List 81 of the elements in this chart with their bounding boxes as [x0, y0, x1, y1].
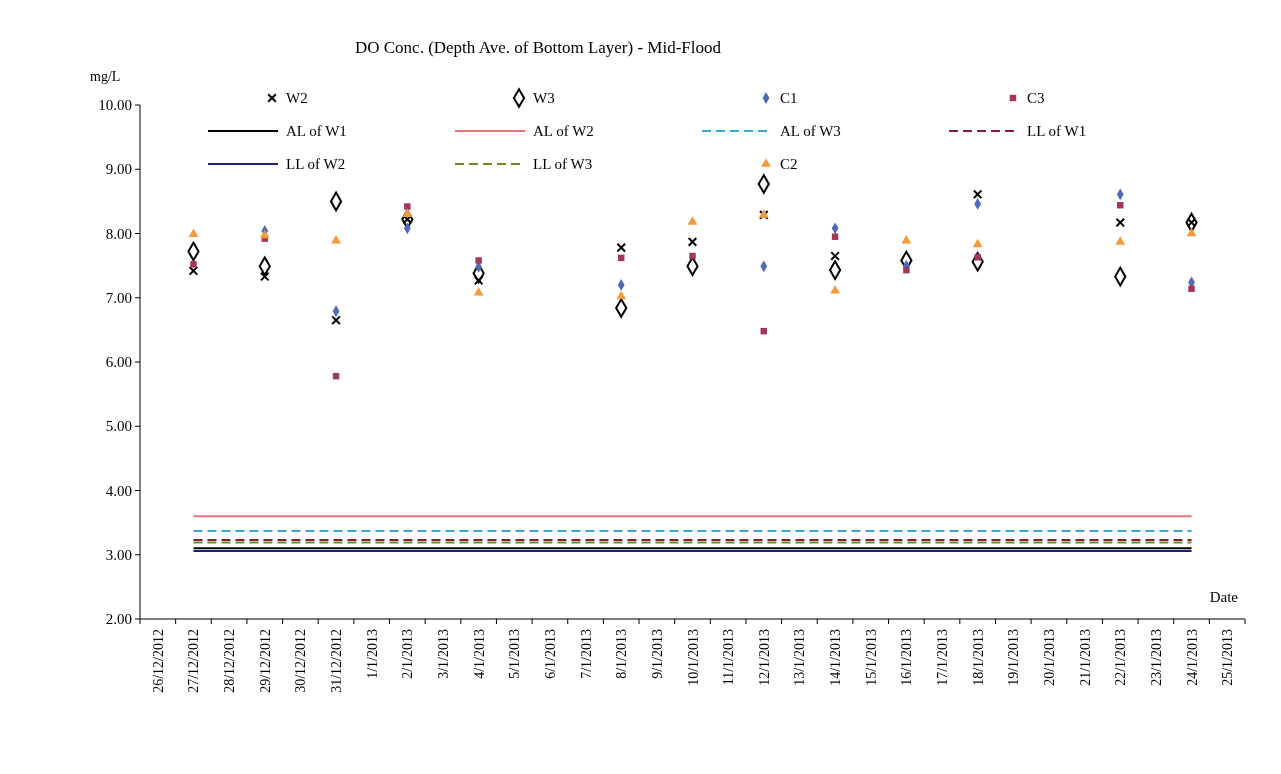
point [1115, 217, 1126, 228]
x-tick-label: 2/1/2013 [400, 629, 416, 679]
point [903, 266, 910, 274]
legend-label: AL of W1 [286, 123, 347, 139]
x-tick-label: 11/1/2013 [721, 629, 737, 686]
x-tick-label: 8/1/2013 [614, 629, 630, 679]
y-tick-label: 8.00 [105, 225, 132, 242]
point [831, 233, 839, 240]
x-tick-label: 3/1/2013 [435, 629, 451, 679]
point [404, 203, 411, 210]
point [687, 237, 698, 247]
x-tick-label: 30/12/2012 [293, 629, 309, 693]
legend-label: LL of W1 [1027, 123, 1087, 139]
point [1186, 227, 1197, 237]
point [259, 229, 270, 239]
point [974, 254, 981, 261]
x-tick-label: 9/1/2013 [649, 629, 665, 679]
x-tick-label: 19/1/2013 [1006, 629, 1022, 686]
point [188, 228, 199, 237]
x-tick-label: 28/12/2012 [222, 629, 238, 693]
legend-label: W2 [286, 90, 308, 106]
x-tick-label: 7/1/2013 [578, 629, 594, 679]
x-tick-label: 4/1/2013 [471, 629, 487, 679]
legend-label: C3 [1027, 90, 1045, 106]
point [1188, 285, 1195, 292]
point [616, 290, 627, 300]
x-tick-label: 22/1/2013 [1113, 629, 1129, 686]
x-tick-label: 27/12/2012 [186, 629, 202, 693]
point [828, 260, 842, 280]
point [830, 285, 840, 294]
point [259, 271, 270, 282]
point [687, 216, 698, 225]
y-tick-label: 4.00 [105, 482, 132, 499]
legend-label: W3 [533, 90, 555, 106]
legend-label: C2 [780, 156, 798, 172]
x-tick-label: 6/1/2013 [542, 629, 558, 679]
point [475, 257, 482, 264]
x-tick-label: 29/12/2012 [257, 629, 273, 693]
y-tick-label: 3.00 [105, 546, 132, 563]
x-tick-label: 17/1/2013 [935, 629, 951, 686]
y-tick-label: 2.00 [105, 611, 132, 627]
y-tick-label: 5.00 [105, 418, 132, 435]
legend-label: LL of W3 [533, 156, 593, 172]
point [188, 265, 199, 276]
x-tick-label: 1/1/2013 [364, 629, 380, 679]
point [190, 261, 197, 268]
y-tick-label: 7.00 [105, 289, 132, 306]
y-tick-label: 10.00 [98, 97, 132, 113]
point [1115, 236, 1126, 245]
point [616, 242, 627, 253]
point [689, 252, 696, 260]
x-tick-label: 14/1/2013 [828, 629, 844, 686]
y-tick-label: 9.00 [105, 161, 132, 178]
legend-label: C1 [780, 90, 798, 106]
x-tick-label: 10/1/2013 [685, 629, 701, 686]
x-tick-label: 12/1/2013 [756, 629, 772, 686]
y-axis-title: mg/L [90, 69, 121, 84]
point [901, 234, 912, 244]
x-tick-label: 25/1/2013 [1220, 629, 1236, 686]
legend-label: LL of W2 [286, 156, 346, 172]
point [331, 315, 341, 326]
point [473, 286, 484, 296]
x-axis-title: Date [1209, 589, 1239, 605]
point [972, 189, 983, 200]
y-tick-label: 6.00 [105, 354, 132, 370]
x-tick-label: 16/1/2013 [899, 629, 915, 686]
x-tick-label: 18/1/2013 [970, 629, 986, 686]
x-tick-label: 31/12/2012 [329, 629, 345, 693]
x-tick-label: 15/1/2013 [863, 629, 879, 686]
point [830, 251, 840, 261]
x-tick-label: 21/1/2013 [1077, 629, 1093, 686]
chart-title: DO Conc. (Depth Ave. of Bottom Layer) - Mid-Flood [354, 38, 722, 57]
x-tick-label: 26/12/2012 [150, 629, 166, 693]
x-tick-label: 24/1/2013 [1184, 629, 1200, 686]
point [972, 238, 983, 248]
legend-label: AL of W2 [533, 123, 594, 139]
x-tick-label: 5/1/2013 [507, 629, 523, 679]
legend-label: AL of W3 [780, 123, 841, 139]
x-tick-label: 20/1/2013 [1041, 629, 1057, 686]
x-tick-label: 13/1/2013 [792, 629, 808, 686]
x-tick-label: 23/1/2013 [1148, 629, 1164, 686]
